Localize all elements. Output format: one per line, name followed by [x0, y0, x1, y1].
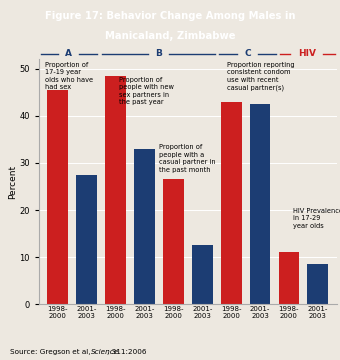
Bar: [221, 102, 242, 304]
Text: B: B: [155, 49, 162, 58]
Text: HIV Prevalence
in 17-29
year olds: HIV Prevalence in 17-29 year olds: [293, 208, 340, 229]
Text: Proportion of
people with new
sex partners in
the past year: Proportion of people with new sex partne…: [119, 77, 173, 105]
Text: Science: Science: [91, 349, 119, 355]
Text: Proportion of
17-19 year
olds who have
had sex: Proportion of 17-19 year olds who have h…: [45, 62, 93, 90]
Text: Proportion of
people with a
casual partner in
the past month: Proportion of people with a casual partn…: [159, 144, 216, 173]
Text: Proportion reporting
consistent condom
use with recent
casual partner(s): Proportion reporting consistent condom u…: [227, 62, 294, 91]
Text: C: C: [244, 49, 251, 58]
Text: Source: Gregson et al,: Source: Gregson et al,: [10, 349, 93, 355]
Bar: [163, 179, 184, 304]
Bar: [105, 76, 126, 304]
Text: Manicaland, Zimbabwe: Manicaland, Zimbabwe: [105, 31, 235, 41]
Bar: [48, 90, 68, 304]
Bar: [192, 246, 213, 304]
Text: A: A: [65, 49, 72, 58]
Bar: [278, 252, 299, 304]
Text: ; 311:2006: ; 311:2006: [107, 349, 147, 355]
Bar: [250, 104, 270, 304]
Bar: [76, 175, 97, 304]
Bar: [134, 149, 155, 304]
Bar: [307, 264, 328, 304]
Text: HIV: HIV: [298, 49, 316, 58]
Y-axis label: Percent: Percent: [8, 165, 17, 199]
Text: Figure 17: Behavior Change Among Males in: Figure 17: Behavior Change Among Males i…: [45, 10, 295, 21]
